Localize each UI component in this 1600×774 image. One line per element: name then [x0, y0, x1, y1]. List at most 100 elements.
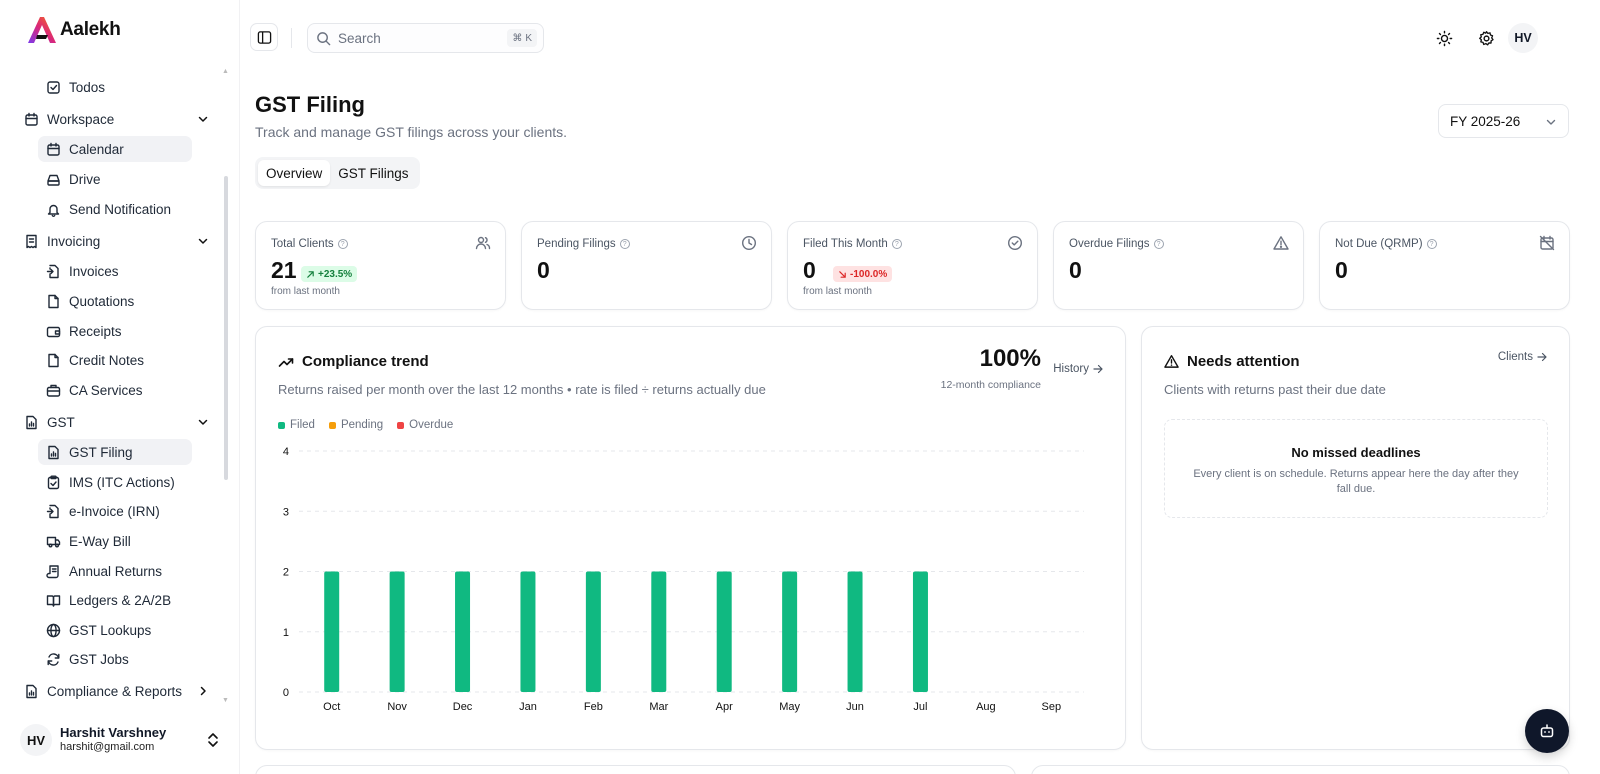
tab-gst-filings[interactable]: GST Filings: [338, 165, 409, 181]
file-quote-icon: [46, 294, 61, 309]
sidebar-item-gst-lookups[interactable]: GST Lookups: [38, 617, 192, 643]
legend-item-filed[interactable]: Filed: [278, 419, 315, 431]
file-chart-icon: [46, 445, 61, 460]
help-icon[interactable]: ?: [619, 239, 630, 249]
triangle-alert-icon: [1164, 354, 1179, 368]
sidebar-item-e-way-bill[interactable]: E-Way Bill: [38, 528, 192, 554]
sidebar-item-receipts[interactable]: Receipts: [38, 318, 192, 344]
history-link[interactable]: History: [1053, 363, 1103, 375]
chevrons-up-down-icon[interactable]: [206, 730, 220, 750]
sidebar-item-calendar[interactable]: Calendar: [38, 136, 192, 162]
sidebar-item-label: Drive: [69, 171, 101, 187]
sidebar-group-invoicing[interactable]: Invoicing: [20, 228, 210, 254]
tab-overview[interactable]: Overview: [258, 160, 331, 186]
x-tick-label: Mar: [649, 701, 668, 713]
sidebar-group-workspace[interactable]: Workspace: [20, 106, 210, 132]
sidebar-item-credit-notes[interactable]: Credit Notes: [38, 347, 192, 373]
sidebar-item-invoices[interactable]: Invoices: [38, 258, 192, 284]
user-menu[interactable]: HV Harshit Varshney harshit@gmail.com: [20, 718, 220, 762]
calendar-off-icon: [1539, 235, 1555, 251]
sidebar-nav: Todos Workspace Calendar Drive Send Notifica…: [0, 68, 228, 708]
arrow-right-icon: [1093, 364, 1103, 374]
compliance-bar-chart: 0 1 2 3 4 Oct Nov Dec Jan Feb Mar Apr May Jun Jul Aug Se…: [283, 446, 1084, 713]
stat-label: Not Due (QRMP)?: [1335, 238, 1437, 250]
clients-label: Clients: [1497, 351, 1533, 363]
sidebar-item-gst-filing[interactable]: GST Filing: [38, 439, 192, 465]
wallet-icon: [46, 324, 61, 339]
square-check-icon: [46, 80, 61, 95]
sidebar-item-label: Quotations: [69, 293, 135, 309]
stat-label-text: Pending Filings: [537, 238, 616, 250]
y-tick-label: 3: [283, 506, 289, 518]
x-tick-label: May: [779, 701, 800, 713]
brand-name: Aalekh: [60, 19, 121, 40]
sidebar-item-label: GST Lookups: [69, 622, 152, 638]
settings-button[interactable]: [1472, 24, 1500, 52]
sidebar-item-annual-returns[interactable]: Annual Returns: [38, 558, 192, 584]
sidebar-toggle-button[interactable]: [250, 23, 278, 51]
sidebar-item-label: Send Notification: [69, 201, 172, 217]
bar-filed: [912, 571, 928, 692]
help-icon[interactable]: ?: [891, 239, 902, 249]
sidebar-item-drive[interactable]: Drive: [38, 166, 192, 192]
sidebar-group-label: Compliance & Reports: [47, 683, 183, 699]
sidebar-item-gst-jobs[interactable]: GST Jobs: [38, 646, 192, 672]
sidebar-scrollbar[interactable]: [224, 176, 228, 480]
sidebar-item-ledgers-2a-2b[interactable]: Ledgers & 2A/2B: [38, 587, 192, 613]
chart-legend: Filed Pending Overdue: [278, 419, 453, 431]
y-tick-label: 4: [283, 446, 289, 458]
y-tick-label: 0: [283, 687, 289, 699]
sidebar-item-ims-itc-actions[interactable]: IMS (ITC Actions): [38, 469, 192, 495]
help-icon[interactable]: ?: [337, 239, 348, 249]
help-icon[interactable]: ?: [1426, 239, 1437, 249]
theme-toggle-button[interactable]: [1430, 24, 1458, 52]
search-input[interactable]: Search ⌘ K: [307, 23, 544, 53]
change-badge: -100.0%: [833, 266, 893, 282]
legend-item-pending[interactable]: Pending: [328, 419, 383, 431]
sidebar-group-compliance-reports[interactable]: Compliance & Reports: [20, 678, 210, 704]
stat-label: Filed This Month?: [803, 238, 902, 250]
sidebar-item-ca-services[interactable]: CA Services: [38, 377, 192, 403]
header-avatar[interactable]: HV: [1508, 23, 1538, 53]
arrow-up-right-icon: [307, 270, 314, 278]
clients-link[interactable]: Clients: [1498, 351, 1547, 363]
chevron-down-icon: [198, 238, 208, 244]
stat-card-overdue-filings: Overdue Filings? 0: [1053, 221, 1304, 310]
book-open-icon: [46, 593, 61, 608]
compliance-rate-label: 12-month compliance: [940, 379, 1041, 391]
sidebar-item-send-notification[interactable]: Send Notification: [38, 196, 192, 222]
chevron-down-icon: [198, 419, 208, 425]
sidebar-item-label: Ledgers & 2A/2B: [69, 592, 172, 608]
bar-filed: [324, 571, 340, 692]
sidebar-item-label: CA Services: [69, 382, 143, 398]
sidebar-group-gst[interactable]: GST: [20, 409, 210, 435]
x-tick-label: Sep: [1042, 701, 1062, 713]
stat-value: 0: [1335, 257, 1348, 283]
compliance-title: Compliance trend: [278, 353, 429, 370]
help-icon[interactable]: ?: [1153, 239, 1164, 249]
briefcase-icon: [46, 383, 61, 398]
change-value: +23.5%: [318, 268, 353, 280]
sidebar-item-quotations[interactable]: Quotations: [38, 288, 192, 314]
bar-filed: [782, 571, 798, 692]
scroll-down-arrow[interactable]: ▼: [222, 697, 229, 704]
users-icon: [475, 236, 491, 250]
brand-logo[interactable]: Aalekh: [26, 14, 121, 46]
sidebar-item-label: Annual Returns: [69, 563, 163, 579]
fiscal-year-select[interactable]: FY 2025-26: [1438, 104, 1569, 138]
stat-value: 21: [271, 257, 297, 283]
shortcut-symbol: ⌘: [512, 32, 523, 44]
aalekh-logo-icon: [28, 17, 56, 43]
sidebar-item-todos[interactable]: Todos: [38, 74, 192, 100]
refresh-icon: [46, 652, 61, 667]
stat-value: 0: [1069, 257, 1082, 283]
toolbar-divider: [291, 28, 292, 48]
compliance-rate: 100%: [979, 345, 1041, 372]
assistant-button[interactable]: [1525, 709, 1569, 753]
legend-item-overdue[interactable]: Overdue: [397, 419, 453, 431]
scroll-up-arrow[interactable]: ▲: [222, 68, 229, 75]
chevron-down-icon: [198, 116, 208, 122]
compliance-subtitle: Returns raised per month over the last 1…: [278, 382, 766, 397]
x-tick-label: Apr: [716, 701, 733, 713]
sidebar-item-e-invoice-irn[interactable]: e-Invoice (IRN): [38, 498, 192, 524]
